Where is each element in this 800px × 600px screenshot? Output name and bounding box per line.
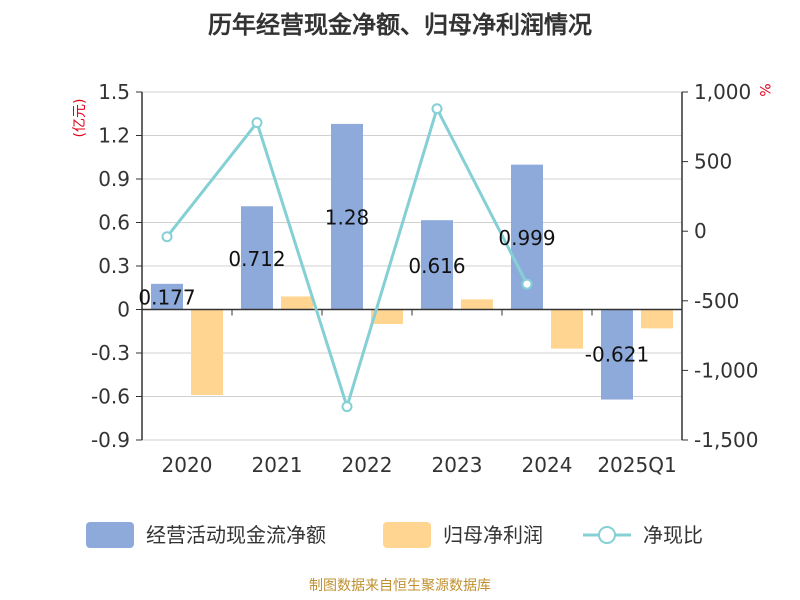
left-tick-label: -0.3 [91, 341, 130, 365]
bar-cash-flow [151, 283, 183, 310]
legend-label-cash-ratio: 净现比 [643, 523, 703, 547]
right-tick-label: -1,000 [694, 358, 758, 382]
bar-cash-flow [601, 309, 633, 400]
right-tick-label: 1,000 [694, 80, 751, 104]
line-series [161, 103, 533, 413]
data-labels: 0.177 0.712 1.28 0.616 0.999 -0.621 [138, 206, 649, 367]
legend-label-net-profit: 归母净利润 [443, 523, 543, 547]
data-label-cash-flow: -0.621 [585, 343, 649, 367]
x-tick-label: 2022 [342, 453, 393, 477]
left-tick-label: -0.9 [91, 428, 130, 452]
point-cash-ratio [251, 117, 263, 129]
left-tick-label: 1.5 [98, 80, 130, 104]
source-note: 制图数据来自恒生聚源数据库 [309, 578, 491, 594]
point-cash-ratio [431, 103, 443, 115]
x-tick-label: 2023 [432, 453, 483, 477]
legend-marker-cash-ratio [598, 526, 616, 544]
bar-cash-flow [331, 123, 363, 310]
axes: 1.5 1.2 0.9 0.6 0.3 0 -0.3 -0.6 -0.9 1,000 500 0 -50… [91, 80, 759, 477]
right-tick-label: 0 [694, 219, 707, 243]
x-tick-label: 2024 [522, 453, 573, 477]
bar-cash-flow [241, 206, 273, 310]
left-tick-label: -0.6 [91, 385, 130, 409]
point-cash-ratio [341, 401, 353, 413]
left-tick-label: 1.2 [98, 124, 130, 148]
data-label-cash-flow: 0.616 [408, 254, 465, 278]
legend-swatch-net-profit [383, 522, 431, 548]
legend-swatch-cash-flow [86, 522, 134, 548]
bar-net-profit [551, 309, 583, 349]
right-tick-label: 500 [694, 150, 732, 174]
data-label-cash-flow: 0.177 [138, 286, 195, 310]
x-tick-label: 2020 [162, 453, 213, 477]
x-tick-label: 2025Q1 [597, 453, 676, 477]
right-tick-label: -1,500 [694, 428, 758, 452]
right-tick-label: -500 [694, 289, 739, 313]
data-label-cash-flow: 0.712 [228, 247, 285, 271]
bar-net-profit [461, 299, 493, 310]
bar-net-profit [371, 309, 403, 324]
data-label-cash-flow: 0.999 [498, 226, 555, 250]
data-label-cash-flow: 1.28 [325, 206, 370, 230]
left-tick-label: 0 [117, 298, 130, 322]
point-cash-ratio [521, 278, 533, 290]
left-axis-unit: (亿元) [72, 99, 88, 138]
bar-cash-flow [421, 220, 453, 310]
legend: 经营活动现金流净额 归母净利润 净现比 [86, 522, 703, 548]
left-tick-label: 0.9 [98, 167, 130, 191]
point-cash-ratio [161, 231, 173, 243]
legend-label-cash-flow: 经营活动现金流净额 [146, 523, 326, 547]
bar-net-profit [281, 296, 313, 310]
x-tick-label: 2021 [252, 453, 303, 477]
bar-net-profit [191, 309, 223, 396]
left-tick-label: 0.3 [98, 254, 130, 278]
left-tick-label: 0.6 [98, 211, 130, 235]
chart-title: 历年经营现金净额、归母净利润情况 [208, 11, 592, 39]
right-axis-unit: % [756, 83, 772, 96]
bar-net-profit [641, 309, 673, 329]
